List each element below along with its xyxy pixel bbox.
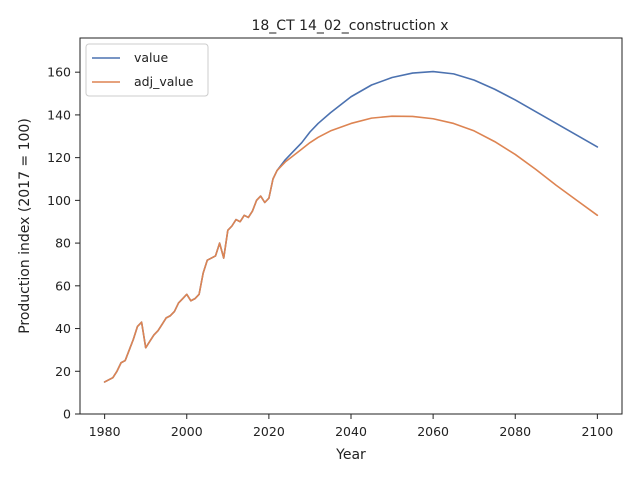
chart-title: 18_CT 14_02_construction x <box>251 18 448 34</box>
y-tick-label: 0 <box>63 407 71 422</box>
series-line-adj-value <box>103 115 599 383</box>
series-line-value <box>103 70 599 383</box>
y-tick-label: 100 <box>47 193 71 208</box>
y-tick-label: 160 <box>47 65 71 80</box>
legend: value adj_value <box>85 43 209 97</box>
y-tick-label: 120 <box>47 150 71 165</box>
x-tick-label: 2080 <box>499 424 531 439</box>
x-tick-label: 2000 <box>171 424 203 439</box>
y-tick-label: 40 <box>55 321 71 336</box>
x-tick-label: 2040 <box>335 424 367 439</box>
y-tick-label: 20 <box>55 364 71 379</box>
x-tick-label: 2060 <box>417 424 449 439</box>
y-axis: 0 20 40 60 80 100 120 140 160 <box>47 65 80 422</box>
y-tick-label: 60 <box>55 278 71 293</box>
x-tick-label: 1980 <box>89 424 121 439</box>
x-tick-label: 2020 <box>253 424 285 439</box>
x-tick-label: 2100 <box>581 424 613 439</box>
y-tick-label: 140 <box>47 107 71 122</box>
x-axis-label: Year <box>335 447 366 463</box>
y-axis-label: Production index (2017 = 100) <box>17 118 33 334</box>
legend-box <box>85 43 209 97</box>
x-axis: 1980 2000 2020 2040 2060 2080 2100 <box>89 414 613 439</box>
legend-label-value: value <box>134 50 168 65</box>
y-tick-label: 80 <box>55 236 71 251</box>
series-layer <box>103 70 599 383</box>
legend-label-adj-value: adj_value <box>134 74 194 89</box>
